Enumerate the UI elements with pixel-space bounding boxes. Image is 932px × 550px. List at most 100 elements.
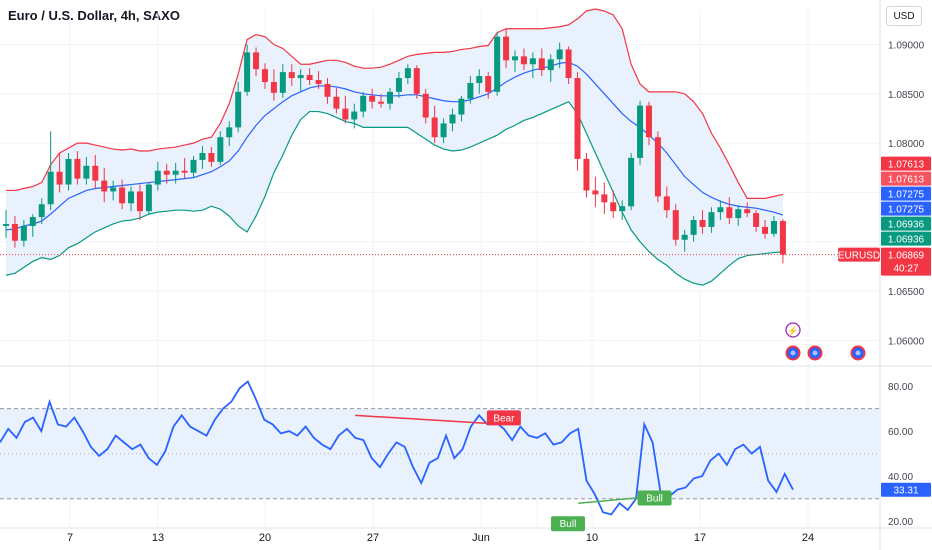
candle-body[interactable] — [753, 213, 760, 227]
candle-body[interactable] — [770, 221, 777, 234]
price-label-value: 1.07275 — [888, 190, 925, 201]
candle-body[interactable] — [512, 56, 519, 61]
candle-body[interactable] — [29, 217, 36, 226]
candle-body[interactable] — [351, 111, 358, 120]
candle-body[interactable] — [154, 170, 161, 185]
price-label-box — [881, 186, 931, 201]
candle-body[interactable] — [65, 158, 72, 185]
candle-body[interactable] — [324, 83, 331, 97]
candle-body[interactable] — [342, 108, 349, 120]
candle-body[interactable] — [172, 170, 179, 175]
candle-body[interactable] — [637, 105, 644, 158]
candle-body[interactable] — [440, 123, 447, 138]
candle-body[interactable] — [145, 184, 152, 212]
candle-body[interactable] — [386, 91, 393, 104]
candle-body[interactable] — [404, 68, 411, 79]
lightning-event-icon[interactable] — [785, 322, 801, 338]
candle-body[interactable] — [110, 187, 117, 192]
candle-body[interactable] — [92, 165, 99, 181]
candle-body[interactable] — [690, 220, 697, 235]
candle-body[interactable] — [261, 69, 268, 82]
countdown-label: 40:27 — [893, 264, 918, 275]
candle-body[interactable] — [208, 152, 215, 162]
economic-event-dot-icon — [812, 350, 818, 356]
candle-body[interactable] — [20, 225, 27, 241]
candle-body[interactable] — [574, 78, 581, 159]
candle-body[interactable] — [83, 165, 90, 179]
candle-body[interactable] — [306, 75, 313, 81]
candle-body[interactable] — [3, 223, 9, 226]
candle-body[interactable] — [297, 75, 304, 79]
candle-body[interactable] — [395, 78, 402, 92]
candle-body[interactable] — [681, 234, 688, 240]
divergence-annotation-box — [486, 410, 521, 426]
candle-body[interactable] — [717, 207, 724, 213]
candle-body[interactable] — [735, 209, 742, 219]
candle-body[interactable] — [547, 59, 554, 71]
candle-body[interactable] — [529, 58, 536, 65]
candle-body[interactable] — [672, 210, 679, 240]
candle-body[interactable] — [422, 93, 429, 118]
price-label-box — [881, 231, 931, 246]
candle-body[interactable] — [583, 158, 590, 191]
candle-body[interactable] — [136, 191, 143, 212]
candle-body[interactable] — [163, 170, 170, 175]
candle-body[interactable] — [601, 194, 608, 203]
candle-body[interactable] — [467, 82, 474, 99]
candle-body[interactable] — [476, 76, 483, 83]
candle-body[interactable] — [726, 207, 733, 219]
candle-body[interactable] — [503, 36, 510, 61]
candle-body[interactable] — [431, 117, 438, 138]
candle-body[interactable] — [288, 72, 295, 79]
x-axis-tick-label: Jun — [472, 532, 490, 544]
candle-body[interactable] — [645, 105, 652, 138]
candle-body[interactable] — [217, 137, 224, 162]
candle-body[interactable] — [333, 96, 340, 109]
candle-body[interactable] — [315, 80, 322, 84]
candle-body[interactable] — [619, 206, 626, 212]
candle-body[interactable] — [628, 157, 635, 207]
candle-body[interactable] — [199, 152, 206, 160]
candle-body[interactable] — [378, 101, 385, 104]
candle-body[interactable] — [56, 171, 63, 185]
candle-body[interactable] — [592, 190, 599, 195]
candle-body[interactable] — [654, 137, 661, 197]
candle-body[interactable] — [101, 180, 108, 192]
candle-body[interactable] — [708, 212, 715, 227]
candle-body[interactable] — [74, 158, 81, 179]
candle-body[interactable] — [413, 68, 420, 94]
candle-body[interactable] — [360, 95, 367, 112]
candle-body[interactable] — [128, 191, 135, 204]
candle-body[interactable] — [369, 95, 376, 102]
candle-body[interactable] — [744, 209, 751, 214]
candle-body[interactable] — [47, 171, 54, 205]
candle-body[interactable] — [279, 72, 286, 93]
candle-body[interactable] — [226, 127, 233, 138]
candle-body[interactable] — [458, 98, 465, 115]
candle-body[interactable] — [38, 204, 45, 218]
candle-body[interactable] — [565, 49, 572, 79]
candle-body[interactable] — [485, 76, 492, 92]
candle-body[interactable] — [520, 56, 527, 65]
candle-body[interactable] — [244, 52, 251, 92]
candle-body[interactable] — [119, 187, 126, 204]
candle-body[interactable] — [190, 159, 197, 173]
candle-body[interactable] — [494, 36, 501, 92]
candle-body[interactable] — [270, 81, 277, 93]
candle-body[interactable] — [11, 223, 18, 241]
divergence-annotation-box — [550, 516, 585, 532]
candle-body[interactable] — [181, 170, 188, 173]
candle-body[interactable] — [556, 49, 563, 60]
candle-body[interactable] — [449, 114, 456, 124]
candle-body[interactable] — [762, 226, 769, 234]
candle-body[interactable] — [235, 91, 242, 128]
currency-button[interactable]: USD — [886, 6, 922, 26]
candle-body[interactable] — [699, 220, 706, 227]
candle-body[interactable] — [663, 196, 670, 211]
lightning-glyph-icon: ⚡ — [787, 325, 798, 337]
candle-body[interactable] — [253, 52, 260, 70]
candle-body[interactable] — [779, 221, 786, 255]
candle-body[interactable] — [610, 202, 617, 212]
candle-body[interactable] — [538, 58, 545, 71]
